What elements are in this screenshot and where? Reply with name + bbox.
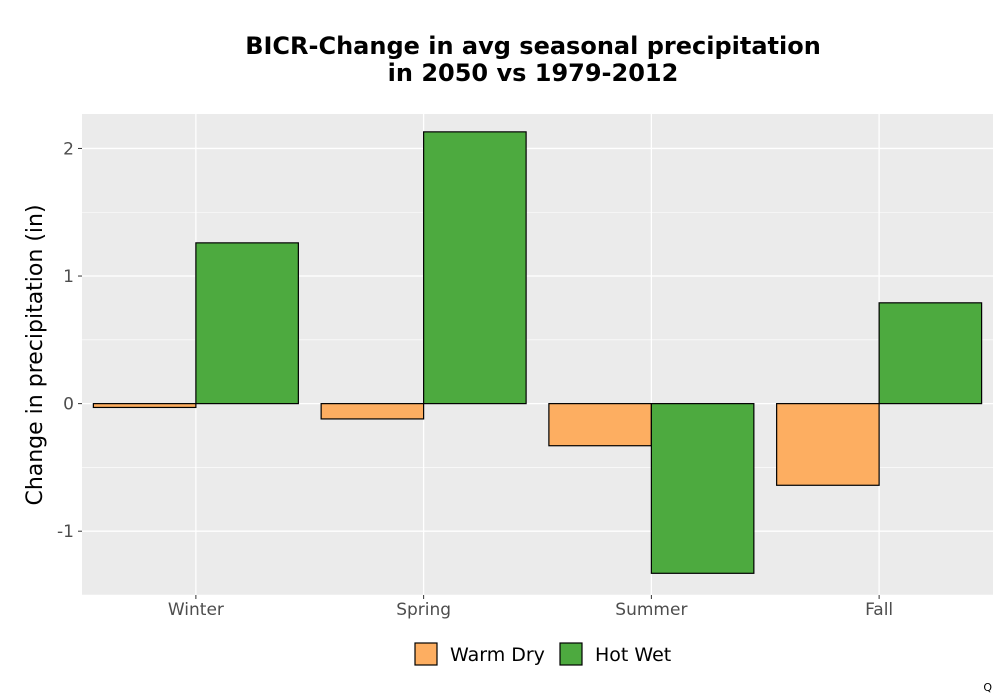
bar-warm-dry-winter [92,403,197,409]
bar-warm-dry-fall [776,403,880,486]
chart-title-line-1: BICR-Change in avg seasonal precipitatio… [245,32,821,60]
y-axis: -1 0 1 2 [57,139,82,542]
y-tick-label: 1 [63,267,74,287]
legend-label: Warm Dry [450,644,545,666]
chart-title-line-2: in 2050 vs 1979-2012 [388,59,679,87]
x-tick-label: Winter [168,600,224,620]
bar-warm-dry-summer [548,403,652,447]
legend-swatch [414,642,438,666]
y-axis-title: Change in precipitation (in) [23,204,48,505]
x-axis: Winter Spring Summer Fall [168,595,893,620]
bar-hot-wet-summer [650,403,755,574]
x-tick-label: Fall [865,600,893,620]
y-tick-label: 0 [63,395,74,415]
chart-title: BICR-Change in avg seasonal precipitatio… [245,32,821,87]
bar-hot-wet-spring [423,131,527,405]
legend-label: Hot Wet [595,644,671,666]
y-tick-label: -1 [57,522,74,542]
legend-swatch [559,642,583,666]
x-tick-label: Spring [396,600,451,620]
bar-warm-dry-spring [320,403,425,420]
legend: Warm Dry Hot Wet [414,642,671,666]
corner-mark: Q [983,681,992,694]
y-tick-label: 2 [63,139,74,159]
bars [92,131,983,574]
x-tick-label: Summer [615,600,687,620]
bar-hot-wet-winter [195,242,299,405]
bar-hot-wet-fall [878,302,983,405]
